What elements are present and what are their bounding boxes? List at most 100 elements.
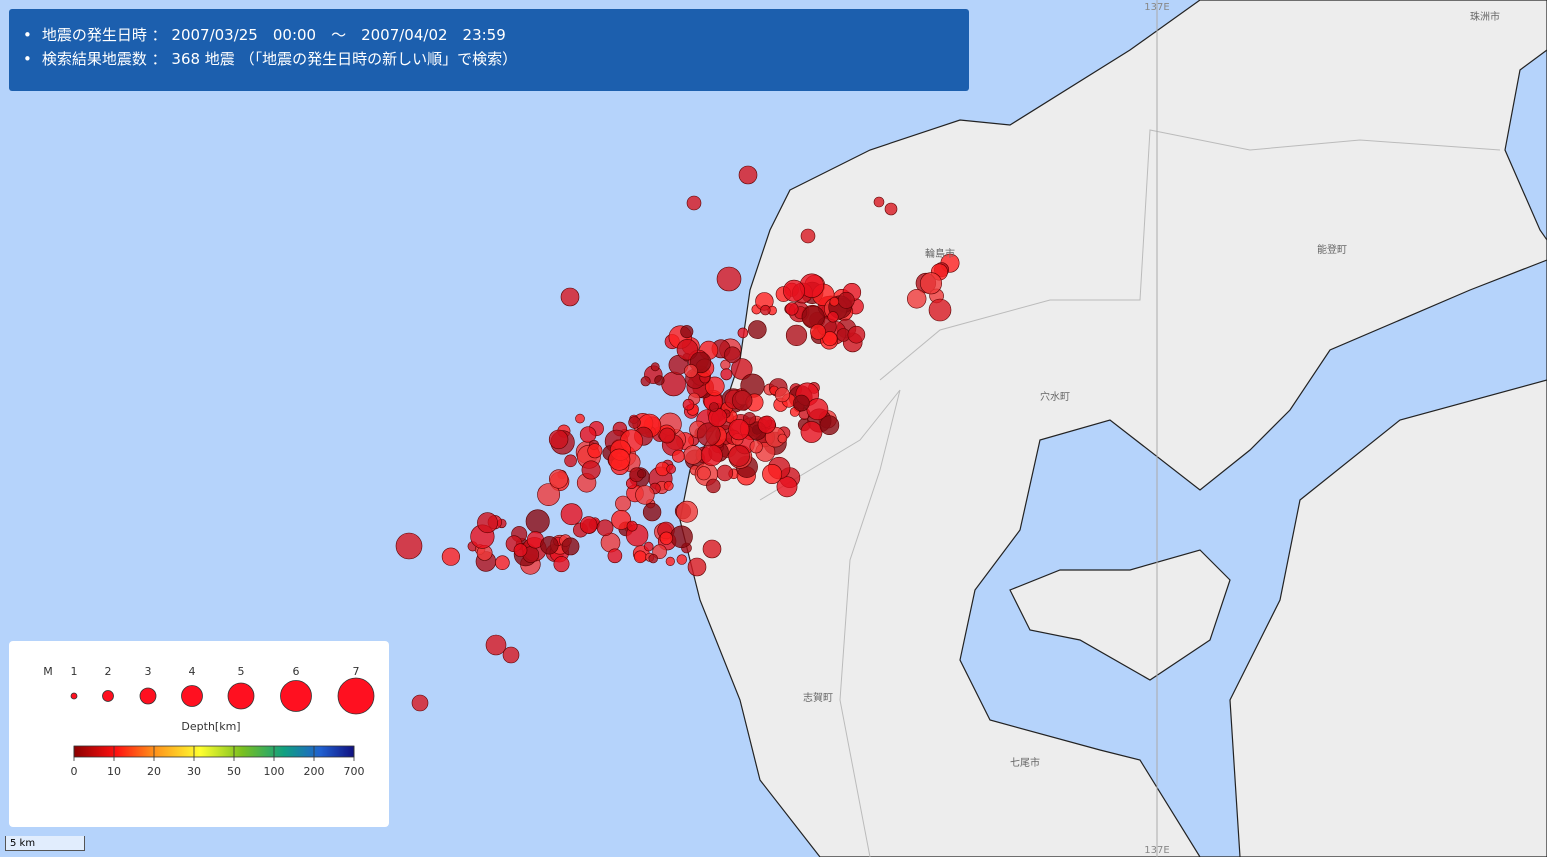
earthquake [561, 537, 580, 556]
magnitude-label: 2 [105, 665, 112, 678]
earthquake [626, 520, 638, 532]
earthquake [495, 555, 510, 571]
earthquake [716, 464, 734, 482]
earthquake [738, 165, 758, 185]
earthquake [873, 196, 885, 208]
earthquake [640, 376, 651, 387]
depth-tick-label: 30 [187, 765, 201, 778]
magnitude-label: 4 [189, 665, 196, 678]
earthquake [615, 495, 631, 512]
earthquake [560, 503, 583, 526]
earthquake [637, 469, 647, 479]
earthquake [633, 550, 647, 564]
earthquake [643, 541, 654, 552]
borders [759, 129, 1501, 857]
earthquake [793, 394, 810, 412]
place-label: 七尾市 [1010, 756, 1040, 769]
earthquake [650, 362, 660, 372]
bay [959, 259, 1547, 857]
earthquake [502, 646, 520, 664]
earthquake [676, 554, 687, 565]
earthquake [672, 449, 685, 463]
earthquake [827, 311, 839, 323]
earthquake [513, 543, 528, 558]
depth-tick-label: 20 [147, 765, 161, 778]
earthquake [607, 548, 623, 564]
earthquake [837, 291, 855, 309]
earthquake [777, 433, 788, 444]
earthquake [782, 279, 805, 302]
magnitude-symbol [227, 682, 255, 710]
earthquake [810, 323, 826, 340]
place-label: 珠洲市 [1470, 10, 1500, 23]
earthquake [686, 195, 702, 211]
earthquake [548, 429, 569, 450]
earthquake [683, 445, 703, 465]
earthquake [757, 415, 776, 434]
earthquake [728, 445, 750, 467]
earthquake [700, 444, 723, 467]
earthquake [696, 466, 711, 481]
earthquake [611, 510, 632, 530]
earthquake [670, 525, 693, 549]
earthquake [537, 483, 561, 507]
earthquake [635, 485, 655, 505]
search-summary: 地震の発生日時 ： 2007/03/25 00:00 ～ 2007/04/02 … [9, 9, 969, 91]
earthquake [776, 476, 798, 498]
earthquake [708, 407, 728, 427]
depth-tick-label: 700 [344, 765, 365, 778]
earthquake [682, 398, 695, 411]
earthquake [800, 228, 816, 244]
earthquake [680, 325, 694, 339]
earthquake [822, 331, 838, 347]
earthquake [709, 402, 719, 412]
earthquake [702, 539, 722, 559]
earthquake [540, 536, 559, 555]
earthquake [659, 531, 673, 545]
earthquake [760, 304, 771, 316]
magnitude-symbol [181, 685, 203, 707]
magnitude-symbol [337, 677, 375, 715]
earthquake [724, 346, 741, 364]
earthquake [728, 419, 750, 441]
earthquake [642, 502, 662, 522]
earthquake [579, 426, 597, 443]
border-line [879, 129, 1501, 381]
earthquake [687, 557, 707, 577]
earthquake [665, 556, 675, 567]
earthquake [581, 460, 601, 480]
earthquake [747, 320, 767, 339]
earthquake [720, 368, 733, 381]
earthquake [829, 296, 840, 307]
earthquake [659, 427, 676, 444]
magnitude-title: M [43, 665, 53, 678]
sea [1504, 49, 1547, 242]
earthquake [666, 464, 676, 474]
earthquake [411, 694, 429, 712]
meridian-label: 137E [1144, 845, 1169, 856]
earthquake [553, 556, 570, 573]
earthquake [587, 443, 603, 459]
earthquakes [395, 165, 960, 712]
earthquake [819, 415, 840, 436]
earthquake [928, 298, 952, 322]
earthquake [919, 272, 942, 295]
earthquake [661, 371, 686, 397]
summary-line: 地震の発生日時 ： 2007/03/25 00:00 ～ 2007/04/02 … [23, 24, 969, 48]
island [1009, 549, 1231, 681]
earthquake [800, 421, 823, 443]
earthquake [654, 375, 665, 386]
earthquake [706, 478, 721, 494]
earthquake [560, 287, 580, 307]
earthquake [785, 302, 799, 316]
earthquake [575, 413, 585, 424]
magnitude-symbol [70, 692, 78, 700]
magnitude-label: 1 [71, 665, 78, 678]
earthquake [663, 480, 674, 491]
earthquake [579, 516, 598, 534]
earthquake [684, 364, 698, 378]
depth-colorbar [73, 745, 355, 758]
magnitude-label: 5 [238, 665, 245, 678]
